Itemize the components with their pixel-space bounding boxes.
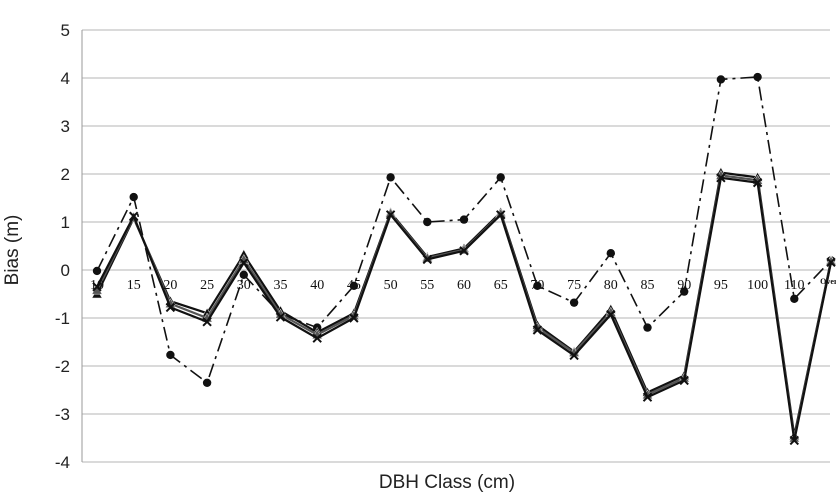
x-tick-label: 60	[457, 278, 471, 293]
data-point	[202, 317, 212, 327]
data-point	[679, 375, 689, 386]
data-point	[716, 173, 726, 183]
y-axis-title: Bias (m)	[2, 215, 23, 286]
data-point	[128, 211, 139, 221]
x-tick-label: 25	[200, 278, 214, 293]
data-point	[569, 350, 579, 361]
data-point	[349, 281, 359, 291]
series-2	[91, 167, 836, 440]
y-tick-label: -2	[55, 357, 70, 376]
y-tick-label: 3	[61, 117, 70, 136]
data-point	[680, 287, 689, 296]
data-point	[606, 249, 615, 258]
x-tick-labels: 10 15 20 25 30 35 40 45 50 55 60 65 70 75 80 85 90 95 100 1…	[90, 277, 836, 293]
data-point	[386, 173, 395, 182]
data-point	[790, 294, 799, 303]
data-point	[642, 392, 653, 402]
data-point	[533, 281, 542, 291]
data-point	[495, 210, 506, 220]
data-point	[166, 350, 175, 360]
data-point	[459, 215, 469, 224]
data-point	[643, 323, 652, 332]
data-point	[423, 217, 432, 227]
data-point	[239, 270, 248, 279]
data-point	[789, 435, 800, 446]
data-point	[826, 257, 836, 268]
data-point	[569, 298, 579, 307]
y-tick-label: -1	[55, 309, 70, 328]
x-tick-label: 40	[310, 278, 324, 293]
data-point	[753, 72, 762, 82]
y-tick-label: 1	[61, 213, 70, 232]
x-tick-label: 15	[127, 278, 141, 293]
x-axis-title: DBH Class (cm)	[379, 472, 515, 493]
series-lines	[91, 72, 836, 446]
data-point	[349, 313, 359, 323]
data-point	[239, 258, 249, 268]
data-point	[459, 246, 469, 256]
data-point	[752, 177, 763, 188]
series-1	[92, 72, 836, 387]
data-point	[312, 333, 322, 343]
x-tick-label: 85	[641, 278, 655, 293]
x-tick-label: 95	[714, 278, 728, 293]
x-tick-label: 45	[347, 278, 361, 293]
x-tick-label: 30	[237, 278, 251, 293]
x-tick-label: 80	[604, 278, 618, 293]
y-tick-label: 0	[61, 261, 70, 280]
data-point	[202, 378, 212, 387]
series-4	[92, 173, 836, 446]
x-tick-label: 10	[90, 278, 104, 293]
x-tick-label: 35	[274, 278, 288, 293]
data-point	[129, 192, 138, 202]
x-tick-label: 70	[530, 278, 544, 293]
x-tick-label: 55	[420, 278, 434, 293]
series-line	[96, 171, 833, 436]
horizontal-grid	[82, 29, 830, 463]
data-point	[92, 266, 102, 276]
x-tick-label: 75	[567, 278, 581, 293]
series-line	[96, 174, 833, 439]
x-tick-label: Overall	[820, 277, 836, 286]
data-point	[716, 75, 726, 84]
x-tick-label: 90	[677, 278, 691, 293]
data-point	[165, 302, 176, 313]
y-tick-label: 5	[61, 21, 70, 40]
x-tick-label: 110	[784, 278, 804, 293]
x-tick-label: 65	[494, 278, 508, 293]
y-tick-label: 2	[61, 165, 70, 184]
y-tick-label: -3	[55, 405, 70, 424]
x-tick-label: 50	[384, 278, 398, 293]
data-point	[385, 210, 396, 220]
data-point	[92, 282, 102, 292]
data-point	[496, 173, 505, 182]
x-tick-label: 100	[747, 278, 768, 293]
data-point	[275, 312, 286, 322]
x-tick-label: 20	[163, 278, 177, 293]
y-tick-label: 4	[61, 69, 70, 88]
data-point	[532, 325, 543, 335]
data-point	[422, 254, 433, 265]
y-tick-label: -4	[55, 453, 70, 472]
y-tick-labels: -4 -3 -2 -1 0 1 2 3 4 5	[55, 21, 70, 472]
series-3	[91, 169, 836, 443]
data-point	[606, 309, 616, 320]
series-line	[96, 76, 832, 385]
